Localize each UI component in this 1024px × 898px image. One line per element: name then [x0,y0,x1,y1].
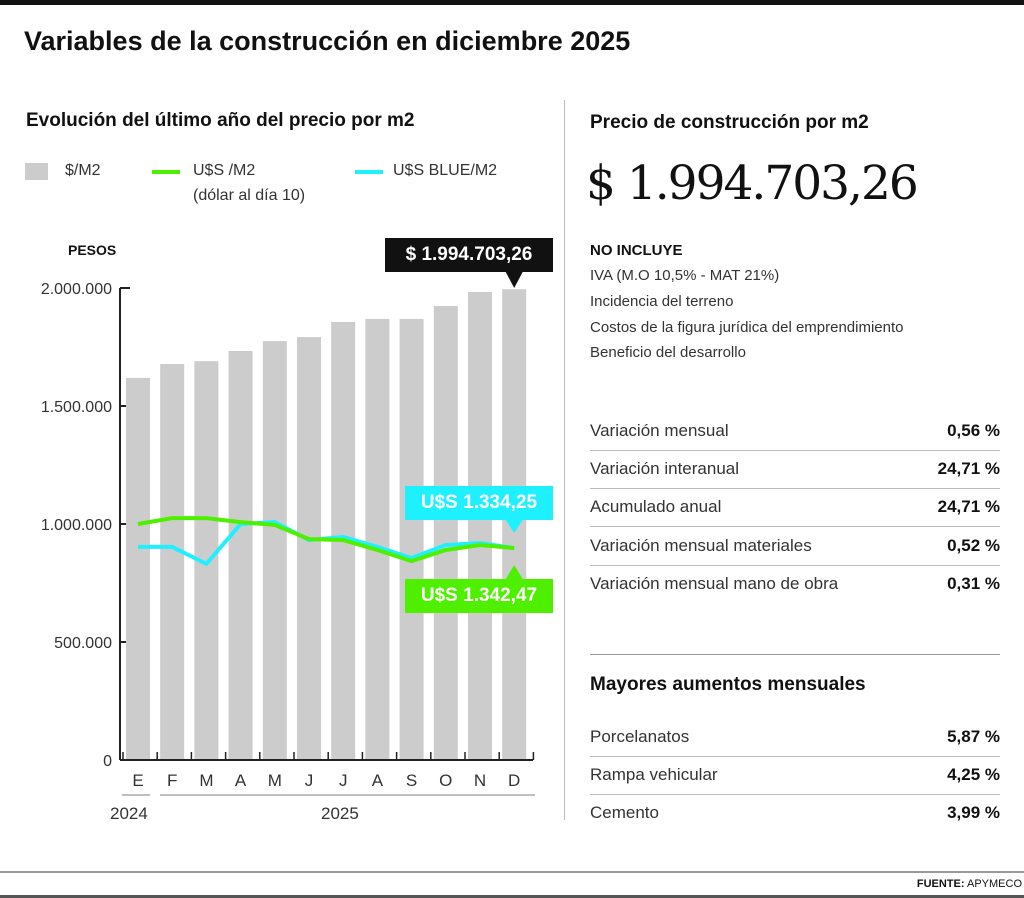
y-tick-label: 500.000 [54,635,112,652]
x-tick-label: F [167,771,177,790]
row-divider [590,450,1000,451]
callout-bar-pointer [505,271,524,288]
mayores-title: Mayores aumentos mensuales [590,674,866,695]
line-usd-official [137,516,515,564]
variation-value: 0,31 % [947,574,1000,593]
x-tick-label: M [268,771,282,790]
row-divider [590,526,1000,527]
bar [365,318,390,760]
variation-label: Acumulado anual [590,497,722,516]
section-divider [590,654,1000,655]
y-tick-label: 1.000.000 [41,517,112,534]
bar [433,305,458,760]
row-divider [590,488,1000,489]
price-title: Precio de construcción por m2 [590,112,869,133]
column-divider [564,100,565,820]
legend-cyan-swatch [355,170,383,174]
big-price: $ 1.994.703,26 [586,156,919,211]
x-tick-label: A [235,771,247,790]
variation-row: Variación mensual 0,56 % [590,412,1000,450]
chart-title: Evolución del último año del precio por … [26,110,415,131]
year-2024: 2024 [110,804,148,823]
variation-label: Variación mensual mano de obra [590,574,839,593]
callout-green-pointer [505,565,524,580]
bar-line-chart: 0 500.000 1.000.000 1.500.000 2.000.000 E F M A M… [41,271,535,796]
variation-label: Variación mensual materiales [590,536,812,555]
year-2025: 2025 [321,804,359,823]
increase-value: 5,87 % [947,727,1000,746]
increase-row: Cemento 3,99 % [590,794,1000,832]
row-divider [590,756,1000,757]
legend-green: U$S /M2 [193,162,256,179]
legend-bar-swatch [25,163,48,180]
variation-value: 24,71 % [937,459,1000,478]
x-tick-label: N [474,771,486,790]
top-rule [0,0,1024,5]
increase-row: Rampa vehicular 4,25 % [590,756,1000,794]
bar [126,377,150,760]
bar [297,337,321,760]
bar [399,318,424,760]
bar [468,292,492,760]
y-tick-label: 1.500.000 [41,399,112,416]
legend-cyan: U$S BLUE/M2 [393,162,498,179]
variation-value: 0,52 % [947,536,1000,555]
no-incluye-item: Beneficio del desarrollo [590,344,746,361]
no-incluye-item: Incidencia del terreno [590,293,734,310]
callout-cyan: U$S 1.334,25 [405,486,553,520]
variation-row: Variación interanual 24,71 % [590,450,1000,488]
bottom-rule [0,895,1024,898]
legend-bars: $/M2 [65,162,101,179]
increase-value: 3,99 % [947,803,1000,822]
x-tick-label: M [199,771,213,790]
no-incluye-heading: NO INCLUYE [590,242,683,259]
callout-green: U$S 1.342,47 [405,579,553,613]
increase-label: Porcelanatos [590,727,690,746]
y-axis-label: PESOS [68,242,117,258]
x-tick-label: S [406,771,417,790]
increase-row: Porcelanatos 5,87 % [590,718,1000,756]
variation-label: Variación mensual [590,421,729,440]
x-tick-label: J [339,771,348,790]
callout-bar: $ 1.994.703,26 [385,238,553,272]
callout-cyan-pointer [505,519,524,533]
increase-value: 4,25 % [947,765,1000,784]
x-tick-label: E [132,771,143,790]
x-tick-label: D [508,771,520,790]
page-title: Variables de la construcción en diciembr… [24,26,631,56]
variation-row: Acumulado anual 24,71 % [590,488,1000,526]
x-tick-label: A [372,771,384,790]
no-incluye-item: IVA (M.O 10,5% - MAT 21%) [590,267,780,284]
increase-label: Cemento [590,803,659,822]
variation-value: 24,71 % [937,497,1000,516]
variation-value: 0,56 % [947,421,1000,440]
variation-row: Variación mensual mano de obra 0,31 % [590,565,1000,603]
x-tick-label: O [439,771,452,790]
source-name: APYMECO [966,878,1022,890]
increase-label: Rampa vehicular [590,765,718,784]
variation-label: Variación interanual [590,459,739,478]
footer-rule [0,871,1024,873]
y-tick-label: 0 [103,753,112,770]
source-label: FUENTE: [916,878,965,890]
bar [160,363,185,760]
variation-row: Variación mensual materiales 0,52 % [590,527,1000,565]
y-tick-label: 2.000.000 [41,281,112,298]
row-divider [590,565,1000,566]
no-incluye-item: Costos de la figura jurídica del emprend… [590,319,904,336]
legend-green-note: (dólar al día 10) [193,187,306,204]
row-divider [590,794,1000,795]
bar [262,341,287,760]
source-note: FUENTE: APYMECO [917,878,1022,890]
bar [228,351,253,760]
legend-green-swatch [152,170,180,174]
x-tick-label: J [305,771,314,790]
